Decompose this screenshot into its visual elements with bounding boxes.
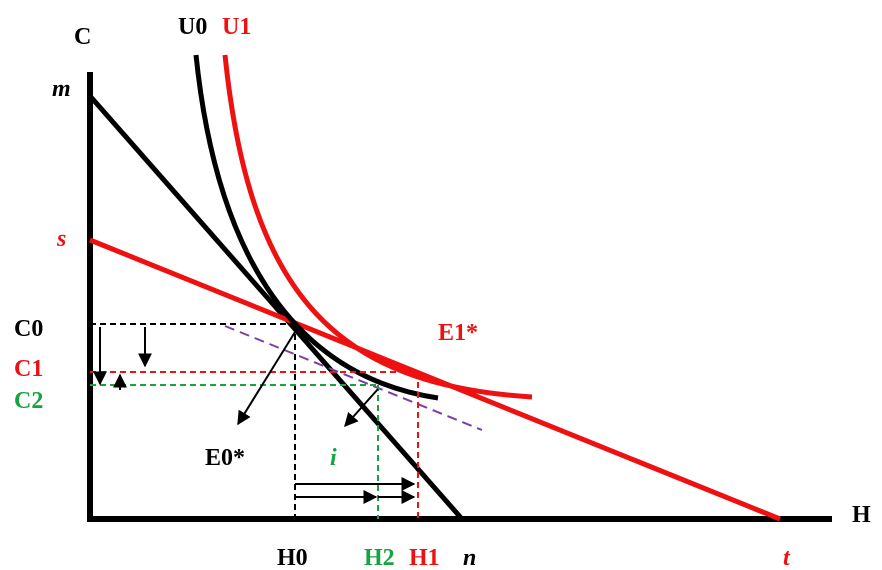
i-label: i: [330, 445, 337, 471]
compensated-budget-line: [224, 325, 483, 431]
n-label: n: [463, 545, 476, 570]
t-label: t: [783, 545, 791, 570]
e0-label: E0*: [205, 445, 245, 471]
budget-line-mn: [88, 94, 464, 521]
c1-label: C1: [14, 356, 43, 382]
c0-label: C0: [14, 316, 43, 342]
x-axis-label: H: [852, 502, 871, 528]
c2-label: C2: [14, 388, 43, 414]
indifference-curve-u0: [193, 54, 439, 401]
m-label: m: [52, 76, 71, 102]
e1-label: E1*: [438, 320, 478, 346]
e0-pointer-arrow: [237, 331, 296, 426]
h1-label: H1: [409, 545, 440, 570]
i-pointer-arrow: [344, 388, 379, 428]
s-label: s: [56, 226, 66, 252]
u1-label: U1: [222, 14, 251, 40]
u0-label: U0: [178, 14, 207, 40]
h0-label: H0: [277, 545, 308, 570]
y-axis-label: C: [74, 24, 91, 50]
h2-label: H2: [364, 545, 395, 570]
indifference-curve-u1: [222, 54, 533, 400]
